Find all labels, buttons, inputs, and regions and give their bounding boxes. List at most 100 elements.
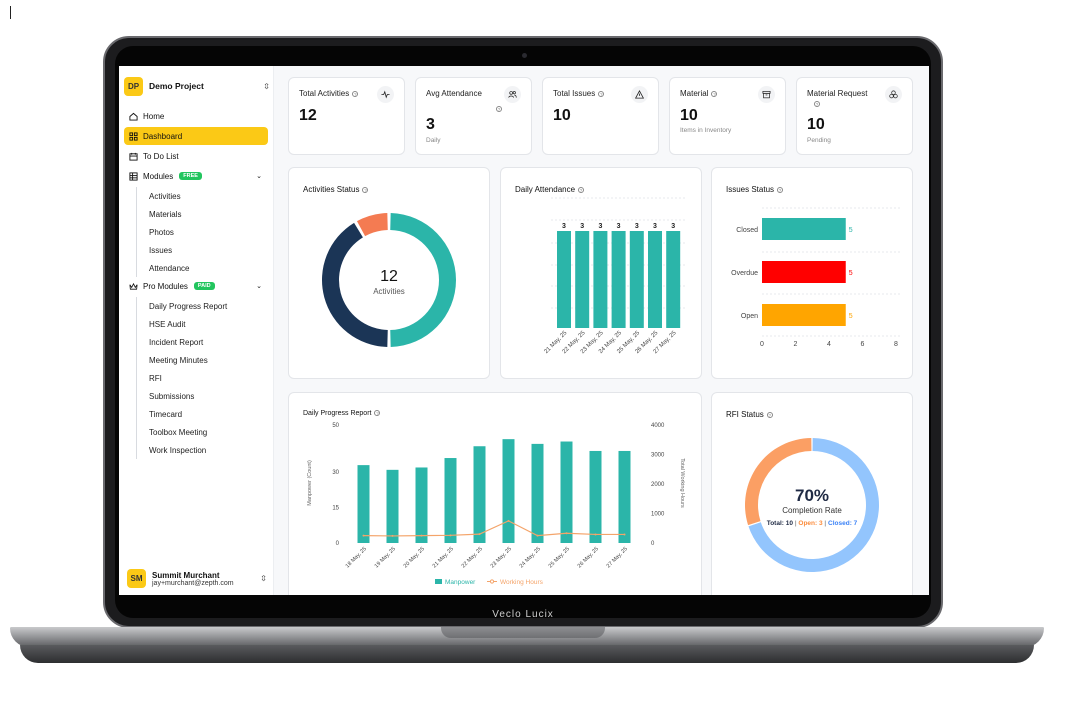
stat-title: Total Issues (553, 89, 596, 98)
bar-data-label: 3 (671, 223, 675, 230)
camera (522, 53, 527, 58)
laptop-base-shadow (20, 645, 1034, 663)
bar-data-label: 5 (849, 313, 853, 320)
submenu-item-timecard[interactable]: Timecard (149, 409, 183, 419)
working-hours-point (478, 533, 481, 536)
user-menu[interactable]: SM Summit Murchant jay+murchant@zepth.co… (127, 569, 267, 588)
y-tick-label: Open (741, 313, 758, 320)
laptop-brand: Veclo Lucix (492, 609, 554, 620)
rfi-percent: 70% (795, 486, 829, 505)
activities-slice-1 (322, 222, 388, 347)
y2-tick-label: 3000 (651, 453, 665, 459)
submenu-item-photos[interactable]: Photos (149, 227, 174, 237)
bar-data-label: 5 (849, 270, 853, 277)
manpower-bar (415, 467, 428, 543)
chevron-updown-icon: ⇳ (263, 81, 270, 91)
modules-submenu: Activities Materials Photos Issues Atten… (136, 187, 268, 277)
working-hours-point (420, 534, 423, 537)
x-tick-label: 20 May, 25 (403, 546, 426, 569)
sidebar-item-home[interactable]: Home (124, 107, 268, 125)
x-tick-label: 19 May, 25 (374, 546, 397, 569)
attendance-bar (648, 231, 662, 328)
rfi-label: Completion Rate (782, 506, 842, 515)
bar-data-label: 3 (635, 223, 639, 230)
sidebar-item-label: Home (143, 111, 165, 121)
stat-card-material[interactable]: Material? 10 Items in Inventory (669, 77, 786, 155)
submenu-item-daily-progress-report[interactable]: Daily Progress Report (149, 301, 228, 311)
paid-badge: PAID (193, 282, 215, 290)
submenu-item-rfi[interactable]: RFI (149, 373, 162, 383)
help-icon: ? (374, 410, 381, 417)
manpower-bar (531, 443, 544, 543)
project-name: Demo Project (149, 81, 204, 91)
x-tick-label: 26 May, 25 (577, 546, 600, 569)
sidebar-item-todo[interactable]: To Do List (124, 147, 268, 165)
y-tick-label: 50 (332, 423, 339, 429)
bar-data-label: 3 (580, 223, 584, 230)
y2-tick-label: 2000 (651, 482, 665, 488)
card-title: RFI Status (726, 410, 764, 419)
legend-hours-marker (489, 579, 495, 584)
manpower-bar (357, 465, 370, 543)
stat-title: Material Request (807, 89, 868, 98)
sidebar-item-label: To Do List (143, 151, 179, 161)
chevron-down-icon: ⌄ (256, 173, 262, 180)
y2-tick-label: 0 (651, 541, 655, 547)
rfi-slice-1 (745, 438, 812, 526)
stat-subtitle: Pending (807, 137, 831, 144)
stat-value: 10 (680, 107, 698, 124)
donut-center-label: Activities (373, 287, 405, 296)
donut-center-value: 12 (380, 268, 398, 285)
y-tick-label: Closed (736, 227, 758, 234)
chevron-updown-icon: ⇳ (260, 574, 267, 583)
submenu-item-activities[interactable]: Activities (149, 191, 181, 201)
submenu-item-submissions[interactable]: Submissions (149, 391, 195, 401)
card-title: Daily Attendance (515, 185, 576, 194)
stat-title: Total Activities (299, 89, 350, 98)
submenu-item-meeting-minutes[interactable]: Meeting Minutes (149, 355, 208, 365)
bar-data-label: 3 (653, 223, 657, 230)
laptop-notch (441, 627, 605, 638)
manpower-bar (444, 458, 457, 543)
attendance-bar (611, 231, 626, 328)
x-tick-label: 2 (794, 341, 798, 348)
working-hours-point (507, 519, 510, 522)
help-icon: ? (711, 90, 718, 97)
stat-card-avg-attendance[interactable]: Avg Attendance ? 3 Daily (415, 77, 532, 155)
stat-card-total-activities[interactable]: Total Activities? 12 (288, 77, 405, 155)
help-icon: ? (814, 101, 820, 107)
submenu-item-hse-audit[interactable]: HSE Audit (149, 319, 186, 329)
working-hours-point (594, 533, 597, 536)
sidebar-item-dashboard[interactable]: Dashboard (124, 127, 268, 145)
manpower-bar (473, 446, 486, 543)
x-tick-label: 24 May, 25 (519, 546, 542, 569)
sidebar-item-pro-modules[interactable]: Pro Modules PAID ⌄ (124, 277, 268, 295)
submenu-item-issues[interactable]: Issues (149, 245, 173, 255)
issues-status-card: Issues Status? Closed 5 Overdue 5 Open 5 0 2 4 6 8 (711, 167, 913, 379)
activities-donut-chart: 12 Activities (322, 213, 457, 347)
stat-card-material-request[interactable]: Material Request ? 10 Pending (796, 77, 913, 155)
daily-progress-card: Daily Progress Report? 0 15 30 50 0 1000 2000 3… (288, 392, 702, 595)
stat-card-total-issues[interactable]: Total Issues? 10 (542, 77, 659, 155)
stat-subtitle: Items in Inventory (680, 127, 732, 134)
legend-manpower-swatch (435, 579, 442, 584)
manpower-bar (560, 441, 573, 543)
warning-icon (631, 86, 648, 103)
sidebar-item-label: Pro Modules (143, 281, 188, 291)
working-hours-point (449, 534, 452, 537)
x-tick-label: 18 May, 25 (345, 546, 368, 569)
card-title: Daily Progress Report (303, 410, 372, 417)
y-tick-label: 30 (332, 470, 339, 476)
user-info: Summit Murchant jay+murchant@zepth.com (152, 571, 260, 587)
submenu-item-toolbox-meeting[interactable]: Toolbox Meeting (149, 427, 208, 437)
submenu-item-incident-report[interactable]: Incident Report (149, 337, 204, 347)
submenu-item-work-inspection[interactable]: Work Inspection (149, 445, 207, 455)
grid-icon (129, 131, 138, 141)
x-tick-label: 21 May, 25 (432, 546, 455, 569)
project-switcher[interactable]: DP Demo Project ⇳ (124, 75, 270, 97)
submenu-item-materials[interactable]: Materials (149, 209, 182, 219)
submenu-item-attendance[interactable]: Attendance (149, 263, 190, 273)
help-icon: ? (598, 90, 605, 97)
sidebar-item-modules[interactable]: Modules FREE ⌄ (124, 167, 268, 185)
